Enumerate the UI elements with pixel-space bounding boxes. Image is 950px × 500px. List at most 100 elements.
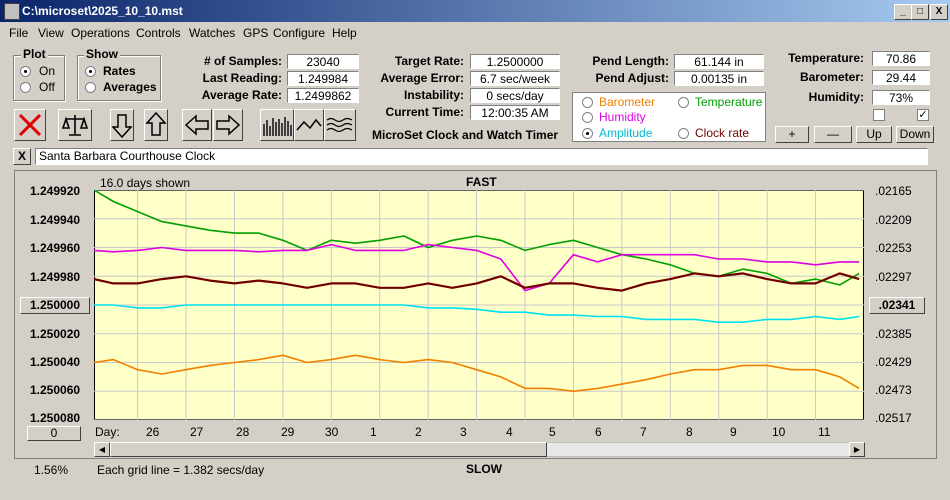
series-line-amplitude [94, 304, 860, 323]
series-barometer-label: Barometer [599, 95, 656, 109]
left-tick-7: 1.250060 [30, 383, 81, 397]
menu-operations[interactable]: Operations [71, 26, 130, 40]
line-view-button[interactable] [294, 109, 324, 141]
series-select-group [572, 92, 766, 142]
instability-field: 0 secs/day [470, 88, 560, 103]
grid-note-label: Each grid line = 1.382 secs/day [97, 463, 265, 477]
down-button[interactable]: Down [896, 126, 934, 143]
right-tick-2: .02253 [875, 241, 912, 255]
balance-button[interactable] [58, 109, 92, 141]
center-right-button[interactable]: .02341 [869, 297, 925, 314]
pend-adjust-field: 0.00135 in [674, 71, 764, 86]
menu-view[interactable]: View [38, 26, 64, 40]
plot-group-title: Plot [21, 47, 48, 61]
maximize-button[interactable]: □ [911, 4, 929, 20]
day-tick-13: 9 [730, 425, 737, 439]
menu-help[interactable]: Help [332, 26, 357, 40]
show-averages-radio[interactable] [85, 82, 96, 93]
clear-clock-button[interactable]: X [13, 148, 31, 165]
title-bar: C:\microset\2025_10_10.mst _ □ X [0, 0, 950, 22]
stop-button[interactable] [14, 109, 46, 141]
menu-gps[interactable]: GPS [243, 26, 269, 40]
scroll-right-button[interactable]: ▶ [849, 442, 865, 457]
right-tick-6: .02429 [875, 355, 912, 369]
menu-configure[interactable]: Configure [273, 26, 326, 40]
series-amplitude-radio[interactable] [582, 128, 593, 139]
checkbox-left[interactable] [873, 109, 885, 121]
checkbox-right[interactable]: ✓ [917, 109, 929, 121]
arrow-right-button[interactable] [213, 109, 243, 141]
left-tick-6: 1.250040 [30, 355, 81, 369]
target-rate-field: 1.2500000 [470, 54, 560, 69]
plot-off-label: Off [39, 80, 55, 94]
arrow-up-button[interactable] [144, 109, 168, 141]
samples-label: # of Samples: [203, 54, 282, 68]
current-time-label: Current Time: [385, 105, 464, 119]
series-humidity-label: Humidity [599, 110, 646, 124]
left-tick-1: 1.249940 [30, 213, 81, 227]
avg-error-label: Average Error: [380, 71, 464, 85]
scroll-thumb[interactable] [110, 442, 547, 457]
left-tick-3: 1.249980 [30, 270, 81, 284]
series-clock-rate-label: Clock rate [695, 126, 750, 140]
plot-group [13, 55, 65, 101]
day-tick-11: 7 [640, 425, 647, 439]
zero-button[interactable]: 0 [27, 426, 81, 441]
series-barometer-radio[interactable] [582, 97, 593, 108]
humidity-field: 73% [872, 90, 930, 105]
plot-off-radio[interactable] [20, 82, 31, 93]
minus-button[interactable]: — [814, 126, 852, 143]
percent-label: 1.56% [34, 463, 69, 477]
pend-adjust-label: Pend Adjust: [595, 71, 669, 85]
day-tick-1: 27 [190, 425, 204, 439]
arrow-left-button[interactable] [182, 109, 212, 141]
app-icon [4, 3, 20, 20]
line-graph-icon [296, 118, 322, 131]
arrow-down-button[interactable] [110, 109, 134, 141]
wave-icon [326, 117, 353, 133]
wave-view-button[interactable] [324, 109, 356, 141]
up-button[interactable]: Up [856, 126, 892, 143]
center-value-button[interactable]: 1.250000 [20, 297, 90, 314]
arrow-right-icon [216, 114, 241, 136]
clock-name-input[interactable]: Santa Barbara Courthouse Clock [35, 148, 928, 165]
series-clock-rate-radio[interactable] [678, 128, 689, 139]
menu-watches[interactable]: Watches [189, 26, 236, 40]
plus-button[interactable]: + [775, 126, 809, 143]
show-averages-label: Averages [103, 80, 157, 94]
arrow-up-icon [145, 111, 167, 136]
arrow-left-icon [184, 114, 209, 136]
bars-view-button[interactable] [260, 109, 294, 141]
series-temperature-radio[interactable] [678, 97, 689, 108]
menu-controls[interactable]: Controls [136, 26, 181, 40]
day-tick-10: 6 [595, 425, 602, 439]
plot-on-radio[interactable] [20, 66, 31, 77]
plot-on-label: On [39, 64, 56, 78]
menu-file[interactable]: File [9, 26, 29, 40]
series-humidity-radio[interactable] [582, 112, 593, 123]
show-rates-radio[interactable] [85, 66, 96, 77]
scroll-left-button[interactable]: ◀ [94, 442, 110, 457]
left-tick-0: 1.249920 [30, 184, 81, 198]
day-tick-15: 11 [818, 425, 831, 439]
pend-length-field: 61.144 in [674, 54, 764, 69]
close-button[interactable]: X [930, 4, 948, 20]
day-tick-9: 5 [549, 425, 556, 439]
humidity-label: Humidity: [808, 90, 864, 104]
day-tick-7: 3 [460, 425, 467, 439]
right-tick-3: .02297 [875, 270, 912, 284]
menu-bar: File View Operations Controls Watches GP… [0, 23, 950, 43]
last-reading-field: 1.249984 [287, 71, 359, 86]
right-tick-5: .02385 [875, 327, 912, 341]
pend-length-label: Pend Length: [592, 54, 669, 68]
avg-rate-label: Average Rate: [201, 88, 282, 102]
balance-scale-icon [61, 115, 89, 136]
app-title: MicroSet Clock and Watch Timer [372, 128, 559, 142]
chart-panel [14, 170, 937, 459]
window-title: C:\microset\2025_10_10.mst [22, 4, 183, 18]
show-group-title: Show [84, 47, 120, 61]
day-tick-4: 30 [325, 425, 339, 439]
minimize-button[interactable]: _ [894, 4, 912, 20]
instability-label: Instability: [403, 88, 464, 102]
avg-error-field: 6.7 sec/week [470, 71, 560, 86]
